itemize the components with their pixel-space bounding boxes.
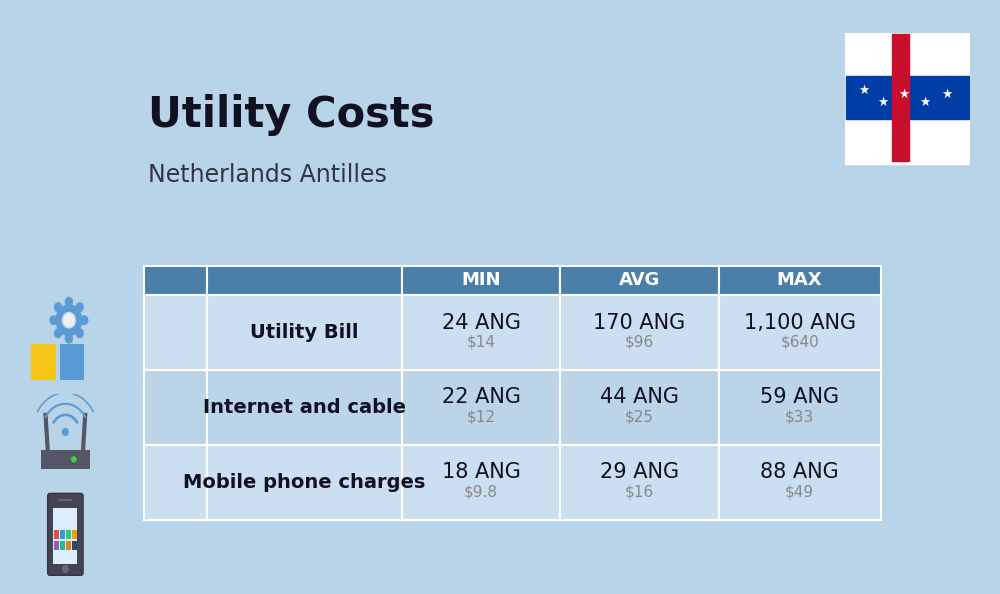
Text: 1,100 ANG: 1,100 ANG <box>744 312 856 333</box>
Bar <box>60 344 84 380</box>
Bar <box>60 541 65 549</box>
Text: $14: $14 <box>467 334 496 349</box>
Text: $16: $16 <box>625 484 654 500</box>
Bar <box>560 445 719 520</box>
Bar <box>54 541 59 549</box>
Bar <box>144 369 207 445</box>
Circle shape <box>63 312 75 328</box>
FancyBboxPatch shape <box>842 29 972 166</box>
Circle shape <box>63 428 68 435</box>
Text: 29 ANG: 29 ANG <box>600 462 679 482</box>
Circle shape <box>56 305 82 336</box>
Text: ★: ★ <box>899 88 910 100</box>
Text: $49: $49 <box>785 484 814 500</box>
Bar <box>719 445 881 520</box>
Circle shape <box>65 334 72 343</box>
Bar <box>402 445 560 520</box>
Text: $9.8: $9.8 <box>464 484 498 500</box>
Text: Netherlands Antilles: Netherlands Antilles <box>148 163 387 187</box>
Circle shape <box>64 314 74 326</box>
Circle shape <box>76 329 83 337</box>
Bar <box>402 369 560 445</box>
Bar <box>207 369 402 445</box>
FancyBboxPatch shape <box>48 494 83 576</box>
Bar <box>560 369 719 445</box>
Text: 22 ANG: 22 ANG <box>442 387 521 407</box>
Bar <box>144 266 207 295</box>
Text: ★: ★ <box>877 96 888 109</box>
Text: $96: $96 <box>625 334 654 349</box>
Circle shape <box>65 298 72 306</box>
Text: 18 ANG: 18 ANG <box>442 462 521 482</box>
Text: $25: $25 <box>625 409 654 425</box>
Bar <box>58 500 72 501</box>
Bar <box>72 530 77 539</box>
Text: Mobile phone charges: Mobile phone charges <box>183 473 426 492</box>
Text: MAX: MAX <box>777 271 822 289</box>
Circle shape <box>55 303 62 311</box>
Bar <box>31 344 56 380</box>
Bar <box>53 508 77 564</box>
Text: ★: ★ <box>919 96 931 109</box>
Bar <box>207 445 402 520</box>
Text: $33: $33 <box>785 409 814 425</box>
Bar <box>207 295 402 369</box>
Text: Internet and cable: Internet and cable <box>203 398 406 416</box>
Text: 59 ANG: 59 ANG <box>760 387 839 407</box>
Text: 88 ANG: 88 ANG <box>760 462 839 482</box>
Bar <box>66 530 71 539</box>
Bar <box>846 77 969 119</box>
Text: AVG: AVG <box>619 271 660 289</box>
Bar <box>719 295 881 369</box>
Bar <box>207 266 402 295</box>
Text: ★: ★ <box>941 88 953 100</box>
Bar <box>41 450 90 469</box>
Bar <box>560 295 719 369</box>
Text: 24 ANG: 24 ANG <box>442 312 521 333</box>
Bar <box>892 34 909 161</box>
Text: 170 ANG: 170 ANG <box>593 312 686 333</box>
Circle shape <box>63 565 68 573</box>
Circle shape <box>81 316 88 324</box>
Text: MIN: MIN <box>461 271 501 289</box>
Bar <box>60 530 65 539</box>
Text: $12: $12 <box>467 409 496 425</box>
Bar <box>402 266 560 295</box>
Text: Utility Bill: Utility Bill <box>250 323 359 342</box>
Bar <box>719 266 881 295</box>
Circle shape <box>55 329 62 337</box>
Bar <box>144 445 207 520</box>
Bar <box>719 369 881 445</box>
Bar <box>54 530 59 539</box>
Bar <box>72 541 77 549</box>
FancyBboxPatch shape <box>844 36 974 178</box>
Bar <box>144 295 207 369</box>
Circle shape <box>50 316 57 324</box>
Text: ★: ★ <box>858 84 869 97</box>
Bar <box>560 266 719 295</box>
Bar <box>66 541 71 549</box>
Bar <box>402 295 560 369</box>
Circle shape <box>72 457 76 462</box>
Text: 44 ANG: 44 ANG <box>600 387 679 407</box>
Text: Utility Costs: Utility Costs <box>148 94 435 136</box>
Text: $640: $640 <box>780 334 819 349</box>
Circle shape <box>76 303 83 311</box>
